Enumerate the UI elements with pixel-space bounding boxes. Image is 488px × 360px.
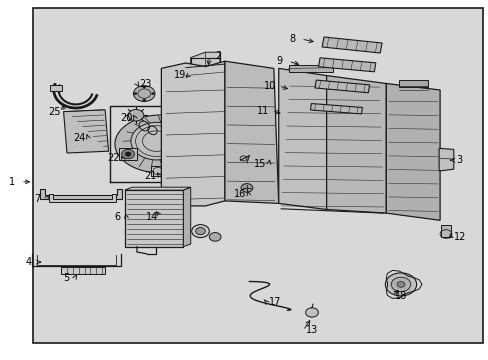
Circle shape — [142, 99, 145, 101]
Circle shape — [133, 86, 155, 102]
Polygon shape — [318, 58, 375, 72]
Text: 17: 17 — [268, 297, 281, 307]
Polygon shape — [63, 110, 108, 153]
Bar — [119, 148, 137, 160]
Polygon shape — [224, 61, 278, 203]
Bar — [398, 80, 427, 87]
Text: 7: 7 — [35, 194, 41, 204]
Polygon shape — [386, 84, 439, 220]
Text: 20: 20 — [120, 113, 132, 123]
Circle shape — [122, 149, 134, 159]
Text: 4: 4 — [25, 257, 31, 267]
Circle shape — [125, 152, 131, 156]
Polygon shape — [190, 52, 220, 69]
Text: 3: 3 — [456, 155, 462, 165]
Circle shape — [142, 86, 145, 88]
Circle shape — [191, 225, 209, 238]
Text: 11: 11 — [256, 105, 269, 116]
Text: 23: 23 — [139, 78, 152, 89]
Polygon shape — [310, 104, 362, 114]
Circle shape — [131, 122, 182, 160]
Circle shape — [390, 277, 410, 292]
Circle shape — [134, 93, 137, 95]
Bar — [61, 267, 105, 274]
Polygon shape — [278, 68, 326, 210]
Polygon shape — [161, 61, 224, 211]
Polygon shape — [49, 194, 116, 202]
Text: 18: 18 — [394, 291, 407, 301]
Circle shape — [151, 93, 154, 95]
Polygon shape — [124, 190, 183, 247]
Bar — [288, 65, 332, 72]
Polygon shape — [124, 187, 190, 190]
Text: 16: 16 — [233, 189, 245, 199]
Text: 24: 24 — [73, 132, 85, 143]
Text: 8: 8 — [289, 34, 295, 44]
Bar — [440, 225, 450, 238]
Circle shape — [396, 282, 404, 287]
Text: 13: 13 — [305, 325, 318, 336]
Circle shape — [128, 109, 143, 121]
Text: 9: 9 — [276, 56, 282, 66]
Text: 12: 12 — [452, 232, 465, 242]
Text: 10: 10 — [263, 81, 276, 91]
Text: 15: 15 — [253, 159, 266, 169]
Polygon shape — [314, 80, 369, 93]
Bar — [50, 85, 62, 91]
Circle shape — [385, 273, 416, 296]
Polygon shape — [438, 148, 453, 171]
Text: 1: 1 — [9, 177, 15, 187]
Polygon shape — [326, 76, 386, 213]
Text: 6: 6 — [114, 212, 120, 222]
Circle shape — [154, 139, 168, 149]
Circle shape — [209, 233, 221, 241]
Text: 5: 5 — [63, 273, 69, 283]
Text: 21: 21 — [144, 171, 157, 181]
Polygon shape — [40, 189, 122, 199]
Circle shape — [147, 134, 175, 154]
Circle shape — [241, 184, 252, 192]
Circle shape — [305, 308, 318, 317]
Polygon shape — [322, 37, 381, 53]
Polygon shape — [115, 115, 207, 173]
Text: 25: 25 — [48, 107, 61, 117]
Text: 19: 19 — [173, 70, 186, 80]
Text: 22: 22 — [107, 153, 120, 163]
Circle shape — [195, 228, 205, 235]
Text: 2: 2 — [215, 51, 221, 61]
Bar — [151, 166, 164, 176]
Polygon shape — [183, 187, 190, 247]
Text: 14: 14 — [145, 212, 158, 222]
